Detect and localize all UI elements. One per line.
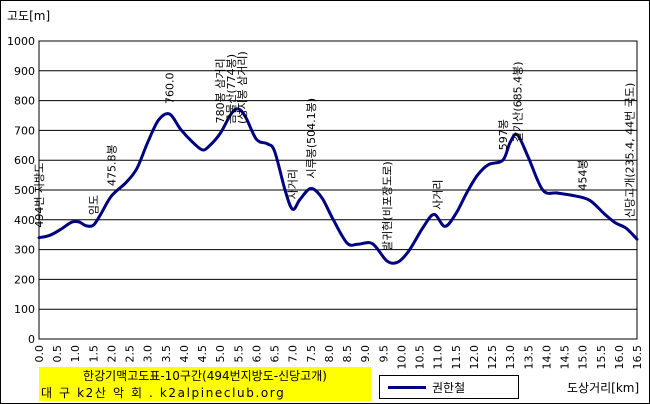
x-tick-label-10.0: 10.0 (395, 345, 408, 370)
x-tick-label-8.0: 8.0 (323, 345, 336, 363)
y-tick-label-400: 400 (14, 214, 35, 227)
x-tick-label-7.5: 7.5 (305, 345, 318, 363)
legend: 권한철 (379, 375, 519, 399)
annotation-13: 454봉 (577, 159, 590, 190)
x-tick-label-1.5: 1.5 (87, 345, 100, 363)
y-tick-label-700: 700 (14, 124, 35, 137)
x-tick-label-16.5: 16.5 (631, 345, 644, 370)
x-tick-label-2.5: 2.5 (124, 345, 137, 363)
x-tick-label-9.0: 9.0 (359, 345, 372, 363)
y-tick-labels: 0 100 200 300 400 500 600 700 800 900 1000 (7, 35, 35, 346)
x-tick-label-0.5: 0.5 (51, 345, 64, 363)
annotation-9: 발귀현(비포장도로) (381, 161, 394, 251)
x-axis-label: 도상거리[km] (567, 381, 640, 395)
annotation-1: 임도 (87, 195, 100, 215)
y-tick-label-900: 900 (14, 65, 35, 78)
x-tick-label-5.0: 5.0 (214, 345, 227, 363)
annotations: 494번 지방도 임도 475.8봉 760.0 780봉 삼거리금물산(774봉)(성… (33, 51, 637, 251)
x-tick-label-7.0: 7.0 (287, 345, 300, 363)
x-tick-label-3.0: 3.0 (142, 345, 155, 363)
caption-background (39, 367, 371, 401)
x-tick-label-15.0: 15.0 (577, 345, 590, 370)
x-tick-label-3.5: 3.5 (160, 345, 173, 363)
y-tick-label-500: 500 (14, 184, 35, 197)
x-tick-label-12.0: 12.0 (468, 345, 481, 370)
x-tick-label-12.5: 12.5 (486, 345, 499, 370)
annotation-5: 금물산(774봉) (225, 54, 238, 124)
x-tick-label-4.5: 4.5 (196, 345, 209, 363)
y-tick-label-300: 300 (14, 244, 35, 257)
legend-label: 권한철 (432, 381, 466, 395)
x-tick-labels: 0.0 0.5 1.0 1.5 2.0 2.5 3.0 3.5 4.0 4.5 5.0 5.5 6.0 6… (33, 345, 644, 370)
y-tick-label-600: 600 (14, 154, 35, 167)
x-tick-label-15.5: 15.5 (595, 345, 608, 370)
y-tick-label-0: 0 (28, 333, 35, 346)
annotation-14: 신당고개(235.4, 44번 국도) (624, 83, 637, 218)
series-line-권한철 (37, 107, 639, 265)
y-tick-label-100: 100 (14, 303, 35, 316)
annotation-8: 시루봉(504.1봉) (305, 98, 318, 179)
x-tick-label-1.0: 1.0 (69, 345, 82, 363)
annotation-3: 760.0 (163, 73, 176, 105)
y-tick-label-800: 800 (14, 95, 35, 108)
annotation-4: 780봉 삼거리 (214, 58, 227, 123)
annotation-7: 사거리 (287, 169, 300, 199)
x-tick-label-16.0: 16.0 (613, 345, 626, 370)
x-tick-label-4.0: 4.0 (178, 345, 191, 363)
x-tick-label-11.0: 11.0 (432, 345, 445, 370)
x-tick-label-8.5: 8.5 (341, 345, 354, 363)
x-tick-label-14.0: 14.0 (540, 345, 553, 370)
x-tick-label-14.5: 14.5 (559, 345, 572, 370)
x-tick-label-6.0: 6.0 (250, 345, 263, 363)
x-tick-label-13.0: 13.0 (504, 345, 517, 370)
grid-lines (39, 70, 637, 310)
annotation-0: 494번 지방도 (33, 163, 46, 228)
chart-title: 한강기맥고도표-10구간(494번지방도-신당고개) (83, 369, 327, 383)
legend-swatch (388, 386, 426, 389)
y-axis-label: 고도[m] (7, 9, 51, 23)
annotation-11: 597봉 (497, 119, 510, 150)
annotation-2: 475.8봉 (105, 144, 118, 186)
x-tick-label-9.5: 9.5 (377, 345, 390, 363)
annotation-12: 갈기산(685.4봉) (510, 61, 524, 142)
x-tick-label-10.5: 10.5 (414, 345, 427, 370)
annotation-10: 사거리 (432, 179, 445, 209)
x-tick-label-0.0: 0.0 (33, 345, 46, 363)
x-tick-label-6.5: 6.5 (269, 345, 282, 363)
x-tick-label-2.0: 2.0 (105, 345, 118, 363)
y-tick-label-1000: 1000 (7, 35, 35, 48)
x-tick-label-13.5: 13.5 (522, 345, 535, 370)
y-tick-label-200: 200 (14, 273, 35, 286)
x-tick-label-5.5: 5.5 (232, 345, 245, 363)
x-tick-label-11.5: 11.5 (450, 345, 463, 370)
chart-subtitle: 대 구 k2산 악 회 . k2alpineclub.org (41, 386, 286, 400)
annotation-6: (성지봉 삼거리) (236, 51, 249, 124)
